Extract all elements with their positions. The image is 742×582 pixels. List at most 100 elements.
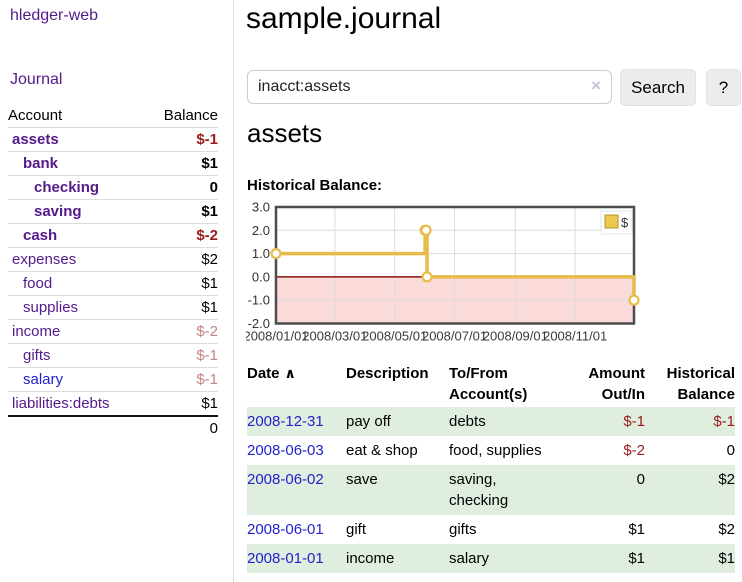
- account-balance: $-1: [144, 343, 218, 368]
- account-link-bank[interactable]: bank: [23, 155, 59, 172]
- x-tick-label: 2008/01/01: [246, 329, 309, 344]
- account-link-supplies[interactable]: supplies: [23, 299, 79, 316]
- account-link-income[interactable]: income: [12, 323, 61, 340]
- y-tick-label: -2.0: [248, 316, 270, 331]
- sidebar-account-row: salary $-1: [8, 367, 218, 392]
- sidebar-total-balance: 0: [144, 415, 218, 440]
- sidebar-account-row: checking 0: [8, 175, 218, 200]
- x-tick-label: 2008/05/01: [362, 329, 427, 344]
- sidebar-divider: [233, 0, 234, 582]
- amount-cell: $-2: [623, 442, 645, 459]
- x-tick-label: 2008/03/01: [302, 329, 367, 344]
- accounts-cell: saving, checking: [449, 471, 509, 509]
- account-balance: $1: [144, 391, 218, 417]
- date-link[interactable]: 2008-12-31: [247, 413, 324, 430]
- y-tick-label: -1.0: [248, 293, 270, 308]
- accounts-cell: debts: [449, 413, 486, 430]
- sidebar-col-account: Account: [8, 104, 145, 128]
- sidebar-account-row: expenses $2: [8, 247, 218, 272]
- amount-cell: 0: [636, 471, 645, 488]
- account-name-cell: liabilities:debts: [8, 391, 145, 417]
- account-name-cell: bank: [8, 151, 145, 176]
- data-point-marker: [421, 271, 433, 283]
- account-balance: $2: [144, 247, 218, 272]
- total-spacer: [8, 415, 145, 440]
- account-heading: assets: [247, 118, 323, 148]
- account-balance: 0: [144, 175, 218, 200]
- sidebar-item-journal[interactable]: Journal: [10, 71, 63, 88]
- register-col-date[interactable]: Date ∧: [247, 365, 296, 382]
- account-link-liabilities-debts[interactable]: liabilities:debts: [12, 395, 110, 412]
- brand-link[interactable]: hledger-web: [10, 7, 99, 24]
- description-cell: eat & shop: [346, 442, 418, 459]
- date-link[interactable]: 2008-06-03: [247, 442, 324, 459]
- sidebar-account-row: saving $1: [8, 199, 218, 224]
- account-link-gifts[interactable]: gifts: [23, 347, 51, 364]
- clear-search-icon[interactable]: ×: [591, 76, 601, 95]
- balance-cell: $2: [718, 471, 735, 488]
- help-button[interactable]: ?: [706, 69, 741, 106]
- account-name-cell: assets: [8, 127, 145, 152]
- data-point-marker: [270, 247, 282, 260]
- account-balance: $-2: [144, 319, 218, 344]
- date-link[interactable]: 2008-06-01: [247, 521, 324, 538]
- sidebar-account-row: supplies $1: [8, 295, 218, 320]
- register-row: 2008-06-03 eat & shop food, supplies $-2 0: [247, 436, 735, 465]
- account-name-cell: supplies: [8, 295, 145, 320]
- x-tick-label: 2008/11/01: [543, 329, 607, 344]
- register-row: 2008-12-31 pay off debts $-1 $-1: [247, 407, 735, 436]
- account-balance: $1: [144, 199, 218, 224]
- account-link-saving[interactable]: saving: [34, 203, 82, 220]
- search-form: ×: [247, 70, 612, 104]
- accounts-cell: food, supplies: [449, 442, 542, 459]
- legend-swatch: [604, 214, 619, 229]
- account-balance: $-1: [144, 367, 218, 392]
- account-name-cell: income: [8, 319, 145, 344]
- account-link-assets[interactable]: assets: [12, 131, 59, 148]
- account-name-cell: food: [8, 271, 145, 296]
- account-name-cell: saving: [8, 199, 145, 224]
- register-row: 2008-01-01 income salary $1 $1: [247, 544, 735, 573]
- register-table: Date ∧ Description To/From Account(s) Amount…: [247, 361, 735, 573]
- account-link-checking[interactable]: checking: [34, 179, 100, 196]
- sidebar-account-row: assets $-1: [8, 127, 218, 152]
- account-link-expenses[interactable]: expenses: [12, 251, 77, 268]
- description-cell: pay off: [346, 413, 391, 430]
- account-link-food[interactable]: food: [23, 275, 53, 292]
- register-row: 2008-06-01 gift gifts $1 $2: [247, 515, 735, 544]
- account-link-cash[interactable]: cash: [23, 227, 58, 244]
- date-link[interactable]: 2008-01-01: [247, 550, 324, 567]
- account-balance: $-2: [144, 223, 218, 248]
- account-name-cell: gifts: [8, 343, 145, 368]
- x-tick-label: 2008/09/01: [483, 329, 548, 344]
- account-balance: $1: [144, 295, 218, 320]
- y-tick-label: 0.0: [252, 269, 270, 284]
- date-cell: 2008-06-02: [247, 465, 346, 515]
- page-title: sample.journal: [246, 2, 442, 35]
- y-tick-label: 2.0: [252, 223, 270, 238]
- legend-label: $: [621, 215, 629, 230]
- date-cell: 2008-12-31: [247, 407, 346, 436]
- sidebar-account-row: income $-2: [8, 319, 218, 344]
- account-name-cell: expenses: [8, 247, 145, 272]
- account-balance: $1: [144, 271, 218, 296]
- sidebar-total-row: 0: [8, 415, 218, 440]
- register-row: 2008-06-02 save saving, checking 0 $2: [247, 465, 735, 515]
- account-balance: $-1: [144, 127, 218, 152]
- register-col-description: Description: [346, 365, 429, 382]
- sidebar-account-row: food $1: [8, 271, 218, 296]
- description-cell: gift: [346, 521, 367, 538]
- account-link-salary[interactable]: salary: [23, 371, 64, 388]
- date-cell: 2008-01-01: [247, 544, 346, 573]
- search-button[interactable]: Search: [620, 69, 696, 106]
- sidebar-account-row: liabilities:debts $1: [8, 391, 218, 417]
- search-input[interactable]: [247, 70, 612, 104]
- accounts-cell: salary: [449, 550, 490, 567]
- date-link[interactable]: 2008-06-02: [247, 471, 324, 488]
- balance-cell: $1: [718, 550, 735, 567]
- balance-cell: $-1: [713, 413, 735, 430]
- balance-cell: $2: [718, 521, 735, 538]
- account-name-cell: checking: [8, 175, 145, 200]
- sidebar-account-row: gifts $-1: [8, 343, 218, 368]
